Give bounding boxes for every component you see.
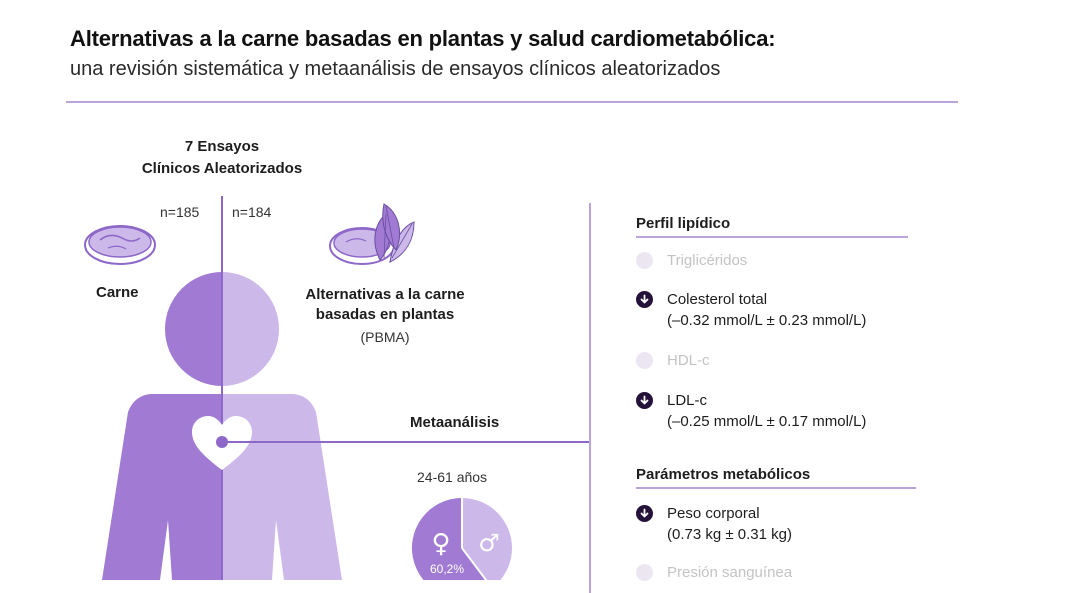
female-percentage: 60,2% (430, 562, 465, 576)
results-divider (589, 203, 591, 593)
meta-connector-line (228, 441, 590, 443)
page-subtitle: una revisión sistemática y metaanálisis … (70, 58, 721, 80)
result-name: LDL-c (667, 392, 708, 409)
lipid-profile-title: Perfil lipídico (636, 215, 731, 232)
pbma-group-label: Alternativas a la carne basadas en plant… (278, 285, 492, 325)
arrow-down-icon (636, 291, 653, 308)
no-effect-dot-icon (636, 252, 653, 269)
steak-icon (84, 225, 156, 265)
no-effect-dot-icon (636, 352, 653, 369)
trials-heading-line1: 7 Ensayos (184, 138, 260, 155)
plant-patty-icon (329, 203, 415, 265)
no-effect-dot-icon (636, 564, 653, 581)
header-divider (66, 101, 958, 103)
pbma-label-line1: Alternativas a la carne (305, 286, 465, 303)
person-figure: ♀ ♂ (84, 196, 590, 580)
arrow-down-icon (636, 392, 653, 409)
result-name: Triglicéridos (667, 252, 748, 269)
heart-center-dot (216, 436, 228, 448)
result-name: Peso corporal (667, 505, 760, 522)
trials-heading-line2: Clínicos Aleatorizados (141, 160, 303, 177)
page-title: Alternativas a la carne basadas en plant… (70, 26, 776, 51)
metabolic-title-rule (636, 487, 916, 489)
pbma-half-figure (222, 272, 342, 580)
arrow-down-icon (636, 505, 653, 522)
metabolic-params-title: Parámetros metabólicos (636, 466, 811, 483)
male-icon: ♂ (478, 529, 500, 557)
result-effect: (0.73 kg ± 0.31 kg) (667, 526, 792, 543)
result-name: HDL-c (667, 352, 710, 369)
female-icon: ♀ (431, 529, 450, 559)
meat-group-label: Carne (96, 284, 139, 301)
lipid-title-rule (636, 236, 908, 238)
group-split-line (221, 196, 223, 580)
pbma-sample-size: n=184 (232, 204, 272, 220)
pbma-label-line2: basadas en plantas (315, 306, 455, 323)
meta-analysis-label: Metaanálisis (410, 414, 500, 431)
sex-pie-chart: ♀ ♂ (412, 498, 512, 580)
pbma-abbreviation: (PBMA) (360, 329, 410, 345)
result-effect: (–0.25 mmol/L ± 0.17 mmol/L) (667, 413, 867, 430)
result-name: Presión sanguínea (667, 564, 793, 581)
result-effect: (–0.32 mmol/L ± 0.23 mmol/L) (667, 312, 867, 329)
result-name: Colesterol total (667, 291, 768, 308)
meat-sample-size: n=185 (160, 204, 200, 220)
meat-half-figure (102, 272, 222, 580)
age-range-label: 24-61 años (417, 469, 488, 485)
trials-heading: 7 Ensayos Clínicos Aleatorizados (112, 136, 332, 180)
